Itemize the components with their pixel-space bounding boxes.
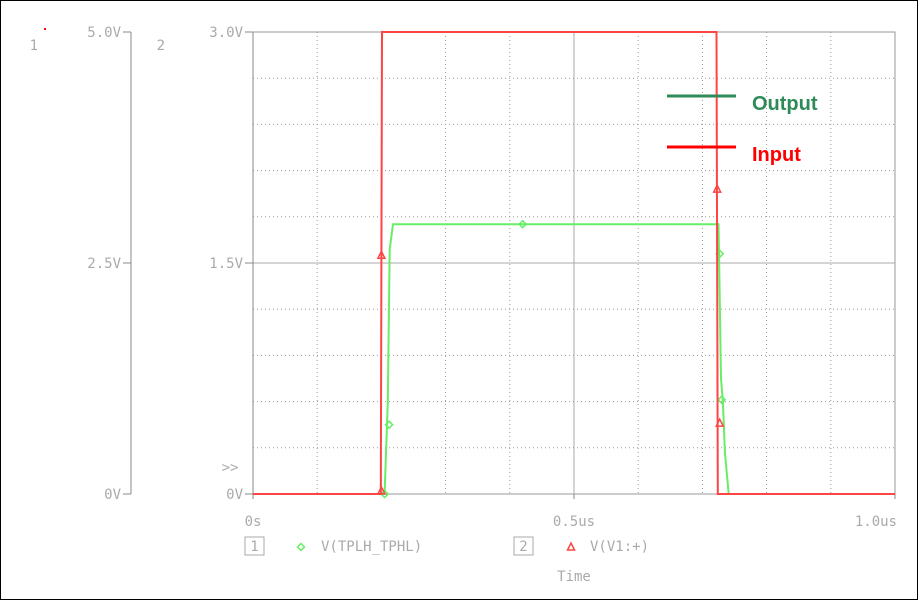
y-axis-2-tick-label: 3.0V <box>209 25 243 41</box>
series-marker-diamond <box>717 395 727 405</box>
series <box>253 31 895 499</box>
series-marker-triangle <box>715 417 725 427</box>
y-axis-1-tick-label: 5.0V <box>87 25 121 41</box>
axes <box>44 28 896 499</box>
y-axis-2-tick-label: 1.5V <box>209 256 243 272</box>
x-axis-tick-label: 1.0us <box>855 514 897 530</box>
legend-axis-id-2: 2 <box>519 539 527 555</box>
y-axis-2-tick-label: 0V <box>226 487 243 503</box>
legend-marker-diamond <box>296 542 306 552</box>
legend-series-name-1: V(V1:+) <box>590 539 649 555</box>
series-marker-triangle <box>376 485 387 495</box>
series-marker-diamond <box>384 420 394 430</box>
y-axis-1-id: 1 <box>30 38 38 54</box>
legend-axis-id-1: 1 <box>250 539 258 555</box>
y-axis-2-id: 2 <box>157 38 165 54</box>
series-marker-triangle <box>376 249 387 260</box>
legend-marker-triangle <box>566 541 576 551</box>
series-marker-diamond <box>518 219 528 229</box>
series-line-0 <box>253 223 895 495</box>
legend-axis-box-1 <box>244 536 265 556</box>
legend-series-name-0: V(TPLH_TPHL) <box>321 539 422 555</box>
series-line-1 <box>253 31 895 495</box>
series-marker-diamond <box>380 489 390 499</box>
x-axis-label: Time <box>557 569 591 585</box>
legend-axis-box-2 <box>513 536 534 556</box>
x-axis-tick-label: 0.5us <box>553 514 595 530</box>
y-axis-1-tick-label: 2.5V <box>87 256 121 272</box>
x-axis-tick-label: 0s <box>245 514 262 530</box>
annotation-label-1: Input <box>752 144 801 166</box>
y-axis-1-tick-label: 0V <box>104 487 121 503</box>
series-marker-triangle <box>712 183 722 193</box>
labels: 0V 2.5V 5.0V 0V 1.5V 3.0V 1 2 >> 0s 0.5us 1.0us Time… <box>30 25 897 585</box>
axis-marker: >> <box>222 460 239 476</box>
y-axis-1-dot <box>44 28 46 30</box>
annotation-label-0: Output <box>752 93 818 115</box>
